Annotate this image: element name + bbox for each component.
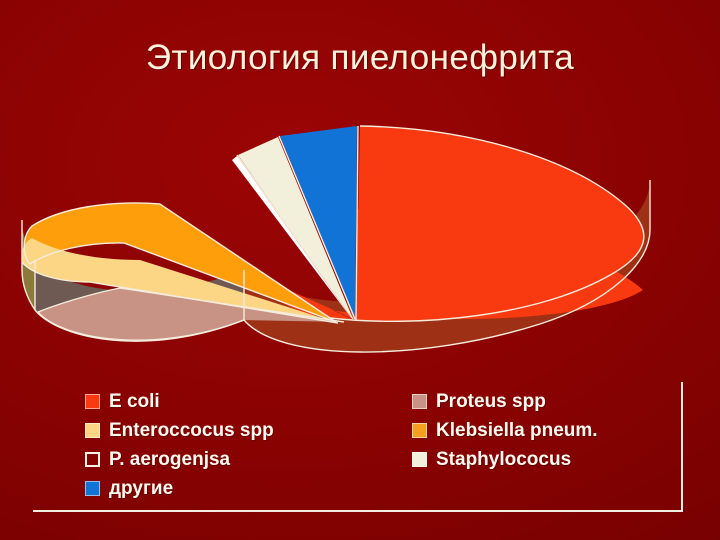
legend-swatch-drugie bbox=[85, 481, 100, 496]
legend-column-right: Proteus spp Klebsiella pneum. Staphyloco… bbox=[412, 387, 682, 474]
pie-chart bbox=[0, 112, 720, 374]
pie-slice-p-aerogenjsa bbox=[232, 156, 352, 319]
pie-slice-drugie bbox=[280, 126, 357, 319]
legend-swatch-klebsiella-pneum bbox=[412, 423, 427, 438]
legend-item-klebsiella-pneum[interactable]: Klebsiella pneum. bbox=[412, 416, 682, 445]
pie-slice-staphylococus bbox=[238, 137, 353, 319]
legend-swatch-staphylococus bbox=[412, 452, 427, 467]
legend-label-proteus-spp: Proteus spp bbox=[436, 390, 546, 412]
legend-label-staphylococus: Staphylococus bbox=[436, 448, 572, 470]
legend-item-enteroccocus-spp[interactable]: Enteroccocus spp bbox=[85, 416, 385, 445]
chart-legend: E coli Enteroccocus spp P. aerogenjsa др… bbox=[33, 382, 683, 512]
legend-swatch-e-coli bbox=[85, 394, 100, 409]
legend-column-left: E coli Enteroccocus spp P. aerogenjsa др… bbox=[85, 387, 385, 503]
pie-outlines bbox=[21, 125, 651, 353]
legend-item-staphylococus[interactable]: Staphylococus bbox=[412, 445, 682, 474]
legend-swatch-p-aerogenjsa bbox=[85, 452, 100, 467]
pie-top-faces bbox=[21, 126, 644, 341]
pie-slice-e-coli-shape bbox=[244, 126, 644, 322]
legend-item-e-coli[interactable]: E coli bbox=[85, 387, 385, 416]
legend-label-drugie: другие bbox=[109, 477, 174, 499]
legend-label-enteroccocus-spp: Enteroccocus spp bbox=[109, 419, 274, 441]
legend-item-p-aerogenjsa[interactable]: P. aerogenjsa bbox=[85, 445, 385, 474]
legend-item-drugie[interactable]: другие bbox=[85, 474, 385, 503]
legend-label-klebsiella-pneum: Klebsiella pneum. bbox=[436, 419, 598, 441]
legend-label-e-coli: E coli bbox=[109, 390, 160, 412]
legend-swatch-enteroccocus-spp bbox=[85, 423, 100, 438]
pie-slice-proteus bbox=[38, 288, 344, 341]
page-title: Этиология пиелонефрита bbox=[145, 38, 575, 77]
legend-swatch-proteus-spp bbox=[412, 394, 427, 409]
pie-slice-enteroccocus bbox=[21, 238, 339, 323]
pie-chart-svg bbox=[21, 125, 651, 353]
legend-label-p-aerogenjsa: P. aerogenjsa bbox=[109, 448, 231, 470]
legend-item-proteus-spp[interactable]: Proteus spp bbox=[412, 387, 682, 416]
